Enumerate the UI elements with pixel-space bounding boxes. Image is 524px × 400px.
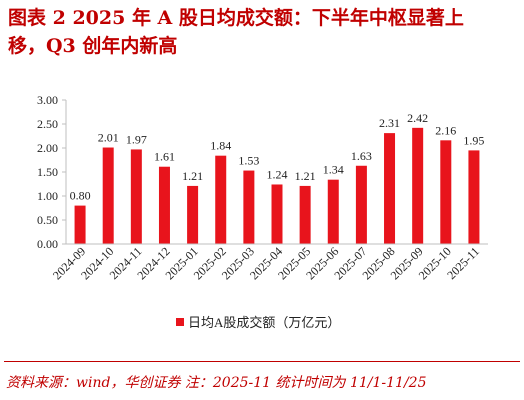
y-tick-label: 1.50 [37,165,58,179]
bar [130,149,142,244]
bar [355,165,367,244]
data-label: 1.21 [295,169,316,183]
y-tick-label: 0.50 [37,213,58,227]
chart-title-line-2: 移，Q3 创年内新高 [8,35,178,57]
data-label: 1.61 [154,150,175,164]
data-labels: 0.80 2.01 1.97 1.61 1.21 1.84 1.53 1.24 1.21 1.34… [70,111,485,203]
bar [327,179,339,244]
bar [187,185,199,244]
bar [412,127,424,244]
y-tick-label: 1.00 [37,189,58,203]
legend-label: 日均A股成交额（万亿元） [188,315,340,330]
bar [384,133,396,244]
bar-chart: 0.00 0.50 1.00 1.50 2.00 2.50 3.00 0.80 2.01 1.9… [37,93,488,330]
data-label: 1.63 [351,149,372,163]
data-label: 2.42 [407,111,428,125]
source-note: 资料来源：wind，华创证券 注：2025-11 统计时间为 11/1-11/2… [6,375,427,391]
y-tick-label: 0.00 [37,237,58,251]
legend-swatch [176,318,184,326]
data-label: 2.31 [379,116,400,130]
data-label: 2.01 [98,131,119,145]
data-label: 1.95 [463,133,484,147]
bar [440,140,452,244]
bar [468,150,480,244]
data-label: 1.24 [267,167,288,181]
chart-title: 图表 2 2025 年 A 股日均成交额：下半年中枢显著上 移，Q3 创年内新高 [8,4,518,60]
bar [158,166,170,244]
data-label: 1.34 [323,163,344,177]
bar [271,184,283,244]
bar [74,205,86,244]
chart-area: 0.00 0.50 1.00 1.50 2.00 2.50 3.00 0.80 2.01 1.9… [0,80,524,342]
data-label: 1.53 [238,154,259,168]
x-tick-label: 2025-11 [444,244,482,282]
bar [299,185,311,244]
bar [215,155,227,244]
x-axis: 2024-092024-102024-112024-122025-012025-… [50,243,488,282]
legend: 日均A股成交额（万亿元） [176,315,340,330]
bar [243,170,255,244]
data-label: 2.16 [435,123,456,137]
data-label: 0.80 [70,189,91,203]
y-axis: 0.00 0.50 1.00 1.50 2.00 2.50 3.00 [37,93,67,251]
data-label: 1.97 [126,132,147,146]
y-tick-label: 2.50 [37,117,58,131]
bars [74,127,480,244]
y-tick-label: 2.00 [37,141,58,155]
y-tick-label: 3.00 [37,93,58,107]
footer-divider [4,361,520,362]
bar [102,147,114,244]
data-label: 1.84 [210,139,231,153]
chart-title-line-1: 图表 2 2025 年 A 股日均成交额：下半年中枢显著上 [8,7,464,29]
data-label: 1.21 [182,169,203,183]
